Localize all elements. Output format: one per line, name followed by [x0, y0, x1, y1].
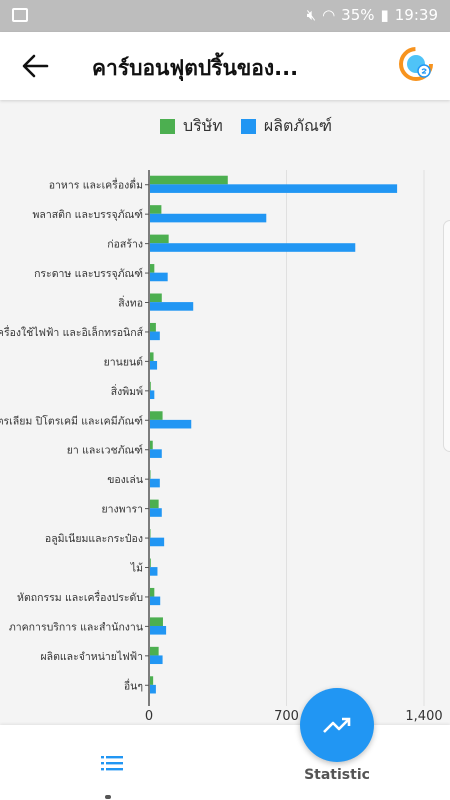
trending-chart-icon — [323, 717, 351, 733]
legend-item-company[interactable]: บริษัท — [160, 114, 223, 139]
x-tick-label: 700 — [274, 709, 299, 724]
legend-label-company: บริษัท — [183, 116, 223, 135]
bar-product — [150, 272, 168, 282]
side-scroll-handle[interactable] — [443, 220, 450, 452]
chart-area: บริษัท ผลิตภัณฑ์ อาหาร และเครื่องดื่มพลา… — [0, 100, 450, 725]
bar-product — [150, 567, 158, 576]
bar-company — [150, 293, 162, 303]
legend-item-product[interactable]: ผลิตภัณฑ์ — [240, 114, 333, 139]
statistic-label: Statistic — [304, 767, 370, 783]
category-label: ยา และเวชภัณฑ์ — [67, 444, 143, 457]
bar-product — [150, 331, 160, 341]
category-label: ยานยนต์ — [104, 355, 144, 368]
bar-company — [150, 470, 151, 479]
bar-product — [150, 302, 194, 311]
category-label: ก่อสร้าง — [107, 239, 143, 251]
bar-company — [150, 411, 163, 420]
bottom-nav — [0, 725, 450, 800]
bar-product — [150, 537, 165, 547]
mute-icon: 🔇︎ — [306, 6, 317, 24]
x-tick-label: 1,400 — [405, 709, 442, 724]
category-label: อาหาร และเครื่องดื่ม — [49, 178, 143, 192]
chart-legend: บริษัท ผลิตภัณฑ์ — [160, 114, 332, 139]
bar-company — [150, 587, 155, 597]
legend-label-product: ผลิตภัณฑ์ — [263, 116, 333, 135]
bar-product — [150, 449, 162, 458]
category-label: หัตถกรรม และเครื่องประดับ — [17, 590, 143, 604]
bar-company — [150, 676, 154, 685]
clock: 19:39 — [394, 6, 438, 24]
bar-company — [150, 352, 154, 361]
battery-icon: ▮ — [380, 6, 389, 24]
category-label: อลูมิเนียมและกระป๋อง — [45, 532, 143, 545]
category-label: สิ่งทอ — [118, 296, 143, 310]
category-label: ยางพารา — [101, 504, 143, 516]
bar-company — [150, 558, 151, 568]
category-label: ของเล่น — [107, 474, 143, 486]
x-tick-label: 0 — [145, 709, 153, 724]
bar-company — [150, 499, 159, 509]
category-label: เครื่องใช้ไฟฟ้า และอิเล็กทรอนิกส์ — [0, 325, 144, 339]
bar-company — [150, 322, 156, 332]
bar-product — [150, 360, 158, 370]
bar-company — [150, 234, 169, 244]
bar-product — [150, 213, 267, 223]
battery-level: 35% — [341, 6, 375, 24]
app-bar: คาร์บอนฟุตปริ้นของ... — [0, 32, 450, 100]
bar-company — [150, 264, 155, 273]
bar-product — [150, 419, 192, 429]
wifi-icon: ◠ — [322, 6, 336, 24]
bar-product — [150, 390, 155, 400]
nav-indicator — [105, 795, 111, 799]
image-icon — [12, 8, 28, 22]
category-label: กระดาษ และบรรจุภัณฑ์ — [34, 267, 143, 280]
bar-product — [150, 184, 398, 193]
category-label: ปิโตรเลียม ปิโตรเคมี และเคมีภัณฑ์ — [0, 414, 143, 427]
bar-company — [150, 617, 163, 626]
bar-product — [150, 478, 160, 488]
back-arrow-icon[interactable] — [20, 52, 50, 80]
bar-product — [150, 625, 167, 635]
legend-swatch-company — [160, 119, 175, 134]
category-label: ภาคการบริการ และสำนักงาน — [9, 621, 143, 633]
bar-product — [150, 684, 156, 694]
bar-company — [150, 440, 153, 450]
category-label: ไม้ — [130, 562, 143, 575]
bar-company — [150, 381, 151, 391]
page-title: คาร์บอนฟุตปริ้นของ... — [92, 56, 299, 80]
category-label: พลาสติก และบรรจุภัณฑ์ — [33, 208, 144, 221]
status-right: 🔇︎ ◠ 35% ▮ 19:39 — [307, 6, 438, 24]
category-label: อื่นๆ — [124, 678, 143, 692]
bar-product — [150, 243, 356, 252]
status-bar: 🔇︎ ◠ 35% ▮ 19:39 — [0, 0, 450, 32]
category-label: สิ่งพิมพ์ — [111, 384, 143, 398]
bar-company — [150, 529, 151, 538]
legend-swatch-product — [240, 119, 256, 134]
bar-company — [150, 175, 228, 185]
bar-company — [150, 205, 162, 214]
category-label: ผลิตและจำหน่ายไฟฟ้า — [41, 650, 144, 663]
app-logo-icon — [399, 47, 433, 81]
bar-product — [150, 655, 163, 665]
list-icon[interactable] — [101, 755, 123, 771]
bar-product — [150, 508, 162, 517]
bar-product — [150, 596, 161, 606]
bar-company — [150, 646, 159, 656]
statistic-fab-button[interactable] — [300, 688, 374, 762]
